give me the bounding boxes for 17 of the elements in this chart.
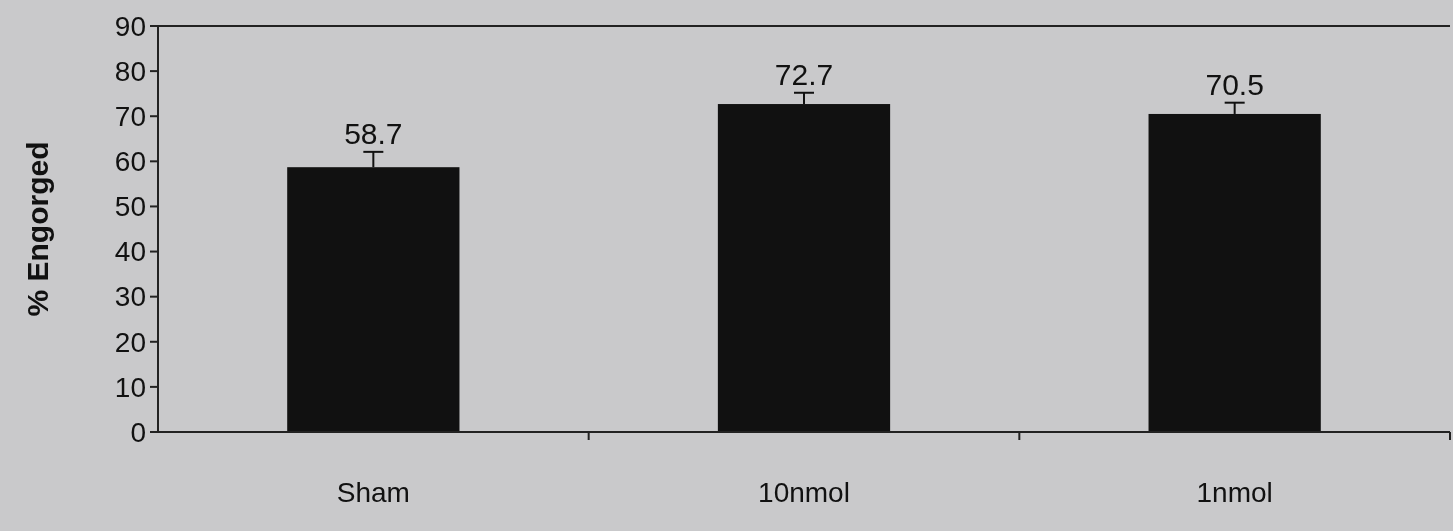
x-tick-label: 10nmol	[758, 477, 850, 508]
y-tick-label: 10	[114, 371, 146, 403]
y-tick-label: 50	[114, 191, 146, 223]
data-label: 70.5	[1205, 67, 1264, 101]
y-tick-label: 20	[114, 326, 146, 358]
data-label: 58.7	[344, 116, 403, 150]
y-tick-label: 60	[114, 146, 146, 178]
y-tick-label: 80	[114, 55, 146, 87]
y-axis-title: % Engorged	[21, 141, 54, 317]
data-label: 72.7	[774, 57, 834, 91]
y-tick-label: 70	[114, 101, 146, 133]
x-tick-label: Sham	[336, 477, 410, 508]
y-tick-label: 90	[114, 10, 146, 42]
y-tick-label: 30	[114, 281, 146, 313]
y-tick-label: 40	[114, 236, 146, 268]
y-tick-label: 0	[130, 416, 146, 448]
x-tick-label: 1nmol	[1196, 477, 1273, 508]
